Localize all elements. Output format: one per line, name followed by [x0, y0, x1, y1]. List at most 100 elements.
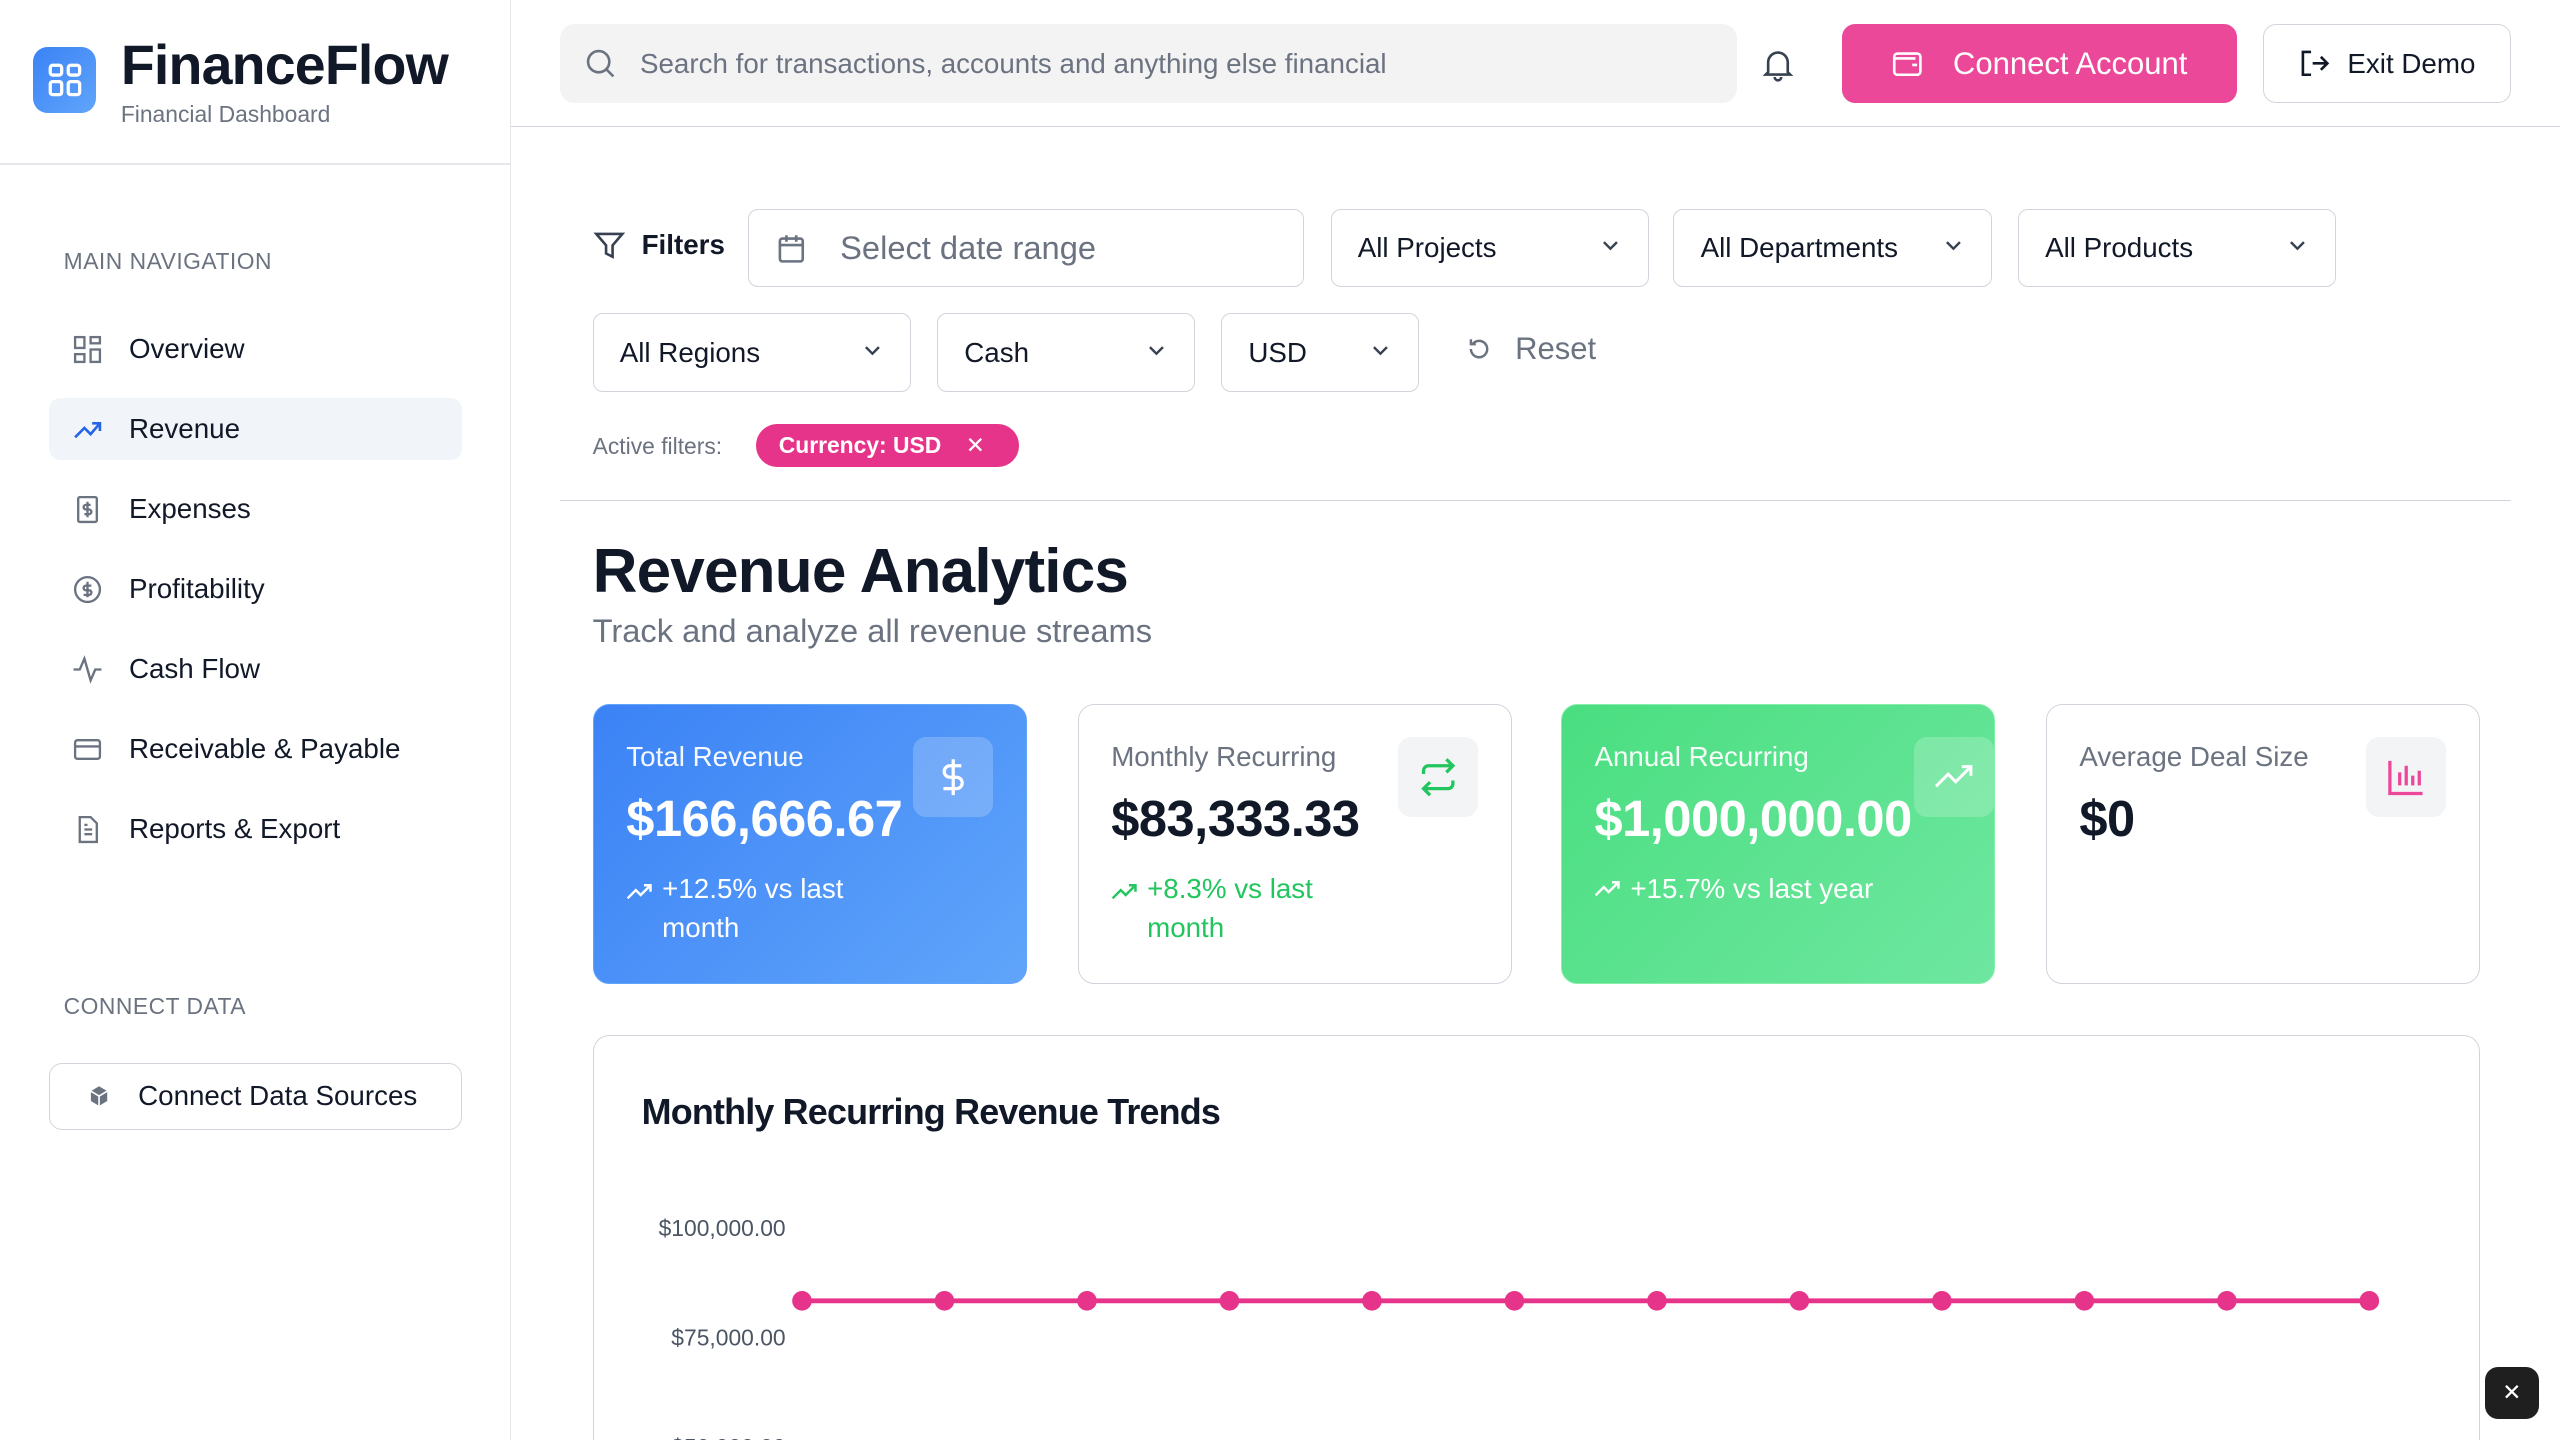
- card-label: Total Revenue: [626, 740, 804, 772]
- regions-select[interactable]: All Regions: [592, 313, 911, 392]
- card-label: Average Deal Size: [2079, 740, 2309, 772]
- chart-title: Monthly Recurring Revenue Trends: [641, 1090, 1221, 1132]
- active-filters-label: Active filters:: [592, 432, 723, 459]
- y-tick-label: $100,000.00: [658, 1215, 785, 1241]
- data-point[interactable]: [2074, 1290, 2094, 1311]
- date-range-placeholder: Select date range: [840, 229, 1097, 267]
- sidebar-item-label: Reports & Export: [128, 813, 341, 845]
- connect-data-sources-button[interactable]: Connect Data Sources: [48, 1062, 463, 1130]
- regions-value: All Regions: [619, 336, 761, 368]
- filters-label: Filters: [593, 229, 725, 262]
- chevron-down-icon: [1942, 232, 1965, 264]
- mrr-chart-card: [592, 1035, 2480, 1440]
- departments-value: All Departments: [1700, 232, 1898, 264]
- wallet-icon: [1892, 52, 1922, 77]
- calendar-icon: [778, 235, 804, 263]
- sidebar-item-revenue[interactable]: Revenue: [48, 398, 463, 461]
- data-point[interactable]: [2216, 1290, 2237, 1311]
- main-navigation-label: MAIN NAVIGATION: [63, 248, 272, 275]
- data-point[interactable]: [1219, 1290, 1239, 1311]
- sidebar-item-cash-flow[interactable]: Cash Flow: [49, 638, 462, 700]
- activity-icon: [73, 655, 102, 684]
- connect-data-label: CONNECT DATA: [63, 992, 246, 1019]
- chevron-down-icon: [1599, 232, 1622, 264]
- reset-label: Reset: [1515, 331, 1597, 367]
- chevron-down-icon: [1145, 337, 1168, 369]
- card-label: Annual Recurring: [1594, 740, 1809, 772]
- trending-up-icon: [1914, 737, 1995, 818]
- exit-demo-label: Exit Demo: [2347, 47, 2476, 79]
- file-text-icon: [78, 815, 98, 843]
- sidebar-item-label: Revenue: [128, 413, 241, 445]
- average-deal-size-card: Average Deal Size $0: [2045, 703, 2480, 985]
- trending-up-icon: [1111, 884, 1137, 900]
- card-value: $1,000,000.00: [1594, 789, 1912, 847]
- search-placeholder: Search for transactions, accounts and an…: [639, 47, 1387, 79]
- departments-select[interactable]: All Departments: [1673, 208, 1992, 288]
- data-point[interactable]: [1076, 1290, 1097, 1311]
- monthly-recurring-card: Monthly Recurring $83,333.33 +8.3% vs la…: [1077, 703, 1512, 985]
- bar-chart-icon: [2366, 737, 2447, 818]
- data-point[interactable]: [1646, 1290, 1667, 1311]
- data-point[interactable]: [2359, 1290, 2379, 1311]
- data-point[interactable]: [791, 1290, 812, 1311]
- filters-text: Filters: [641, 228, 725, 260]
- annual-recurring-card: Annual Recurring $1,000,000.00 +15.7% vs…: [1560, 703, 1996, 985]
- sidebar-item-profitability[interactable]: Profitability: [49, 558, 462, 620]
- sidebar-item-label: Overview: [128, 333, 245, 365]
- exit-demo-button[interactable]: Exit Demo: [2262, 24, 2511, 103]
- trending-up-icon: [73, 421, 102, 439]
- data-point[interactable]: [1931, 1290, 1952, 1311]
- data-point[interactable]: [1361, 1290, 1382, 1311]
- card-change: +12.5% vs last month: [662, 873, 844, 944]
- divider: [0, 163, 512, 165]
- trending-up-icon: [1595, 880, 1621, 897]
- card-value: $166,666.67: [626, 789, 903, 847]
- active-filter-chip[interactable]: Currency: USD ✕: [755, 424, 1019, 467]
- basis-select[interactable]: Cash: [937, 313, 1196, 392]
- brand-name: FinanceFlow: [120, 33, 449, 96]
- search-icon: [587, 50, 615, 78]
- sidebar-item-reports-export[interactable]: Reports & Export: [49, 798, 462, 860]
- chevron-down-icon: [1369, 337, 1392, 369]
- data-point[interactable]: [1789, 1290, 1809, 1311]
- projects-value: All Projects: [1357, 232, 1497, 264]
- chevron-down-icon: [2286, 232, 2309, 264]
- date-range-picker[interactable]: Select date range: [747, 208, 1305, 288]
- products-value: All Products: [2045, 232, 2194, 264]
- card-change: +15.7% vs last year: [1630, 873, 1874, 905]
- repeat-icon: [1398, 737, 1479, 818]
- connect-account-label: Connect Account: [1952, 45, 2188, 81]
- y-tick-label: $75,000.00: [671, 1324, 785, 1350]
- page-title: Revenue Analytics: [592, 536, 1129, 606]
- logo-grid-icon: [32, 47, 97, 113]
- box-icon: [90, 1086, 108, 1107]
- brand-subtitle: Financial Dashboard: [120, 101, 331, 128]
- sidebar-item-expenses[interactable]: Expenses: [49, 478, 462, 540]
- reset-button[interactable]: Reset: [1466, 331, 1596, 367]
- y-tick-label: $50,000.00: [671, 1434, 785, 1440]
- sidebar-item-label: Receivable & Payable: [128, 733, 401, 765]
- card-change: +8.3% vs last month: [1147, 873, 1313, 944]
- currency-value: USD: [1248, 336, 1307, 368]
- search-input[interactable]: Search for transactions, accounts and an…: [560, 24, 1738, 103]
- card-value: $0: [2079, 789, 2135, 847]
- data-point[interactable]: [1504, 1290, 1524, 1311]
- chip-label: Currency: USD: [778, 432, 942, 459]
- close-floating-button[interactable]: ✕: [2484, 1366, 2539, 1419]
- projects-select[interactable]: All Projects: [1330, 208, 1649, 288]
- sidebar-item-label: Expenses: [128, 493, 251, 525]
- currency-select[interactable]: USD: [1221, 313, 1419, 392]
- filter-icon: [593, 232, 625, 259]
- sidebar-item-overview[interactable]: Overview: [49, 318, 462, 380]
- close-icon[interactable]: ✕: [965, 432, 985, 459]
- credit-card-icon: [73, 738, 101, 760]
- card-label: Monthly Recurring: [1111, 740, 1337, 772]
- data-point[interactable]: [934, 1290, 954, 1311]
- bell-icon[interactable]: [1760, 46, 1796, 87]
- sidebar-item-receivable-payable[interactable]: Receivable & Payable: [49, 718, 462, 780]
- grid-icon: [73, 335, 101, 363]
- page-subtitle: Track and analyze all revenue streams: [592, 612, 1153, 650]
- connect-account-button[interactable]: Connect Account: [1841, 24, 2237, 103]
- products-select[interactable]: All Products: [2017, 208, 2337, 288]
